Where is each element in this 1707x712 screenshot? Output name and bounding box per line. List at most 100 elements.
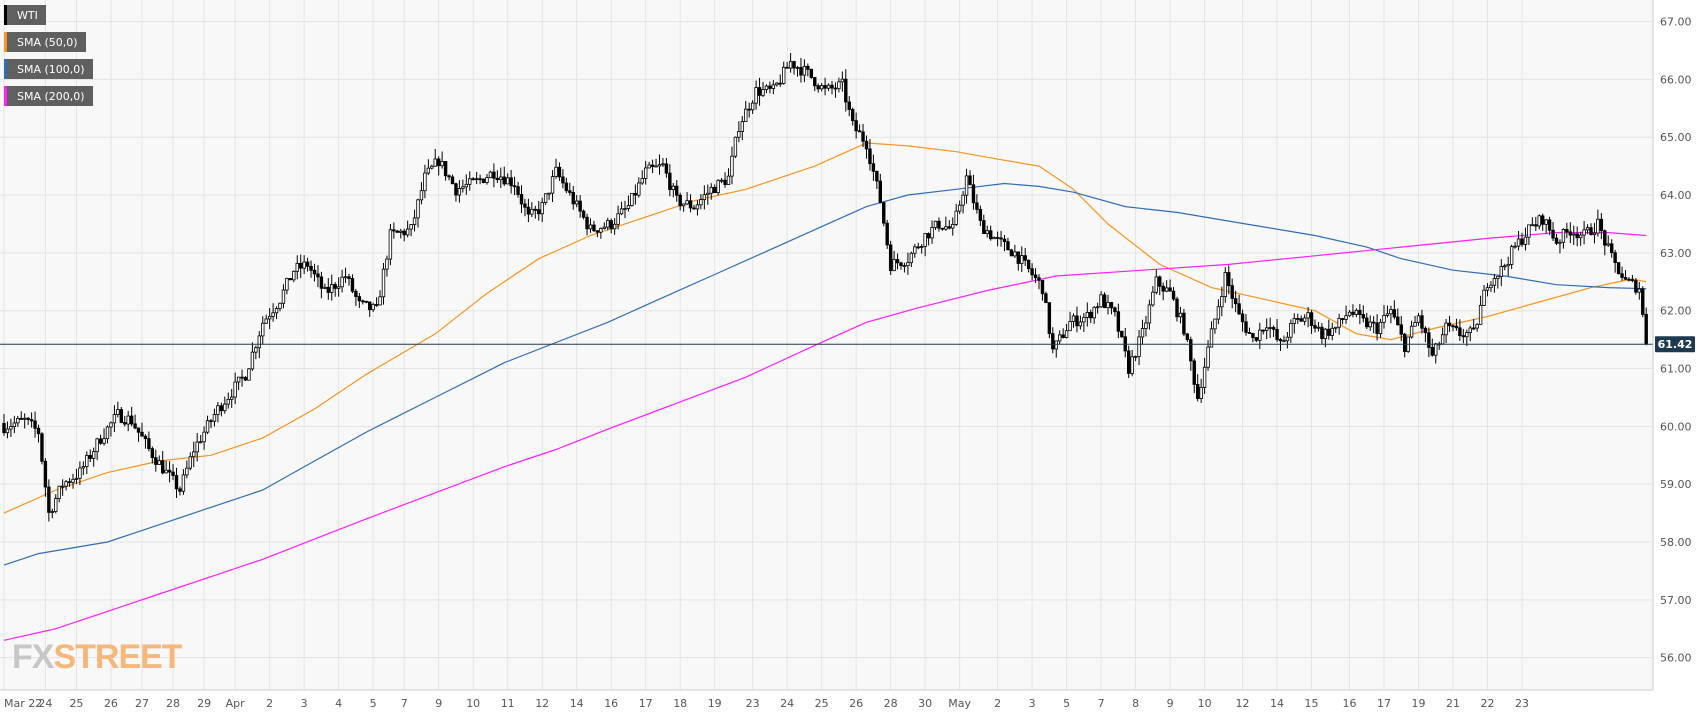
candle xyxy=(492,163,496,188)
legend-label-wti: WTI xyxy=(17,8,38,22)
candle-body xyxy=(323,286,327,289)
candle xyxy=(285,277,289,295)
y-tick-label: 61.00 xyxy=(1660,363,1692,376)
candle xyxy=(1151,286,1155,307)
candle xyxy=(961,190,965,214)
candle-body xyxy=(326,286,330,293)
candle-body xyxy=(740,121,744,132)
candle-body xyxy=(830,84,834,89)
candle-body xyxy=(595,230,600,233)
candle xyxy=(133,414,137,430)
candle xyxy=(571,186,575,210)
candle xyxy=(1416,312,1421,326)
candle-body xyxy=(1623,276,1628,280)
candle-body xyxy=(1044,293,1048,304)
candle-body xyxy=(1544,219,1548,225)
candle xyxy=(1465,329,1469,347)
x-tick-label: 2 xyxy=(266,697,273,710)
candle-body xyxy=(568,190,572,193)
candle-body xyxy=(1368,321,1372,328)
candle xyxy=(19,411,23,420)
candle-body xyxy=(436,158,441,167)
candle-body xyxy=(1334,326,1338,329)
candle xyxy=(1240,309,1245,332)
candle-body xyxy=(457,188,462,196)
candle-body xyxy=(978,208,983,221)
candle-body xyxy=(1109,302,1114,309)
candle xyxy=(1371,316,1376,334)
candle xyxy=(488,170,493,179)
candle xyxy=(423,164,427,199)
candle xyxy=(471,176,475,181)
candle-body xyxy=(640,178,644,184)
candle xyxy=(754,80,758,110)
candle xyxy=(1485,283,1490,297)
x-tick-label: 11 xyxy=(501,697,515,710)
candle-body xyxy=(702,194,707,201)
x-tick-label: 8 xyxy=(1132,697,1139,710)
candle-body xyxy=(1606,243,1610,246)
candle-body xyxy=(1147,304,1152,324)
candle-body xyxy=(71,478,75,483)
candle xyxy=(95,437,99,461)
candle xyxy=(533,205,537,219)
candle-body xyxy=(267,316,272,320)
candle-body xyxy=(1523,236,1528,245)
candle xyxy=(585,213,589,236)
candle-body xyxy=(1258,329,1262,341)
candle xyxy=(861,123,865,148)
candle xyxy=(1023,247,1027,266)
candle-body xyxy=(1434,343,1438,356)
candle xyxy=(67,477,72,487)
candle xyxy=(29,412,34,428)
candle xyxy=(733,136,738,159)
candle-body xyxy=(985,230,989,235)
legend-item-wti[interactable]: WTI xyxy=(4,5,46,25)
candle xyxy=(47,479,51,522)
legend-item-sma-200[interactable]: SMA (200,0) xyxy=(4,86,93,106)
legend-item-sma-50[interactable]: SMA (50,0) xyxy=(4,32,86,52)
candle xyxy=(74,468,79,485)
candle xyxy=(1116,303,1121,339)
candle xyxy=(1603,229,1607,256)
candle xyxy=(806,63,810,77)
candle xyxy=(654,158,658,168)
candle xyxy=(606,217,610,231)
candle-body xyxy=(816,85,820,90)
candle-body xyxy=(1396,316,1400,326)
candle xyxy=(367,301,372,317)
candle xyxy=(1178,306,1183,324)
candle-body xyxy=(1465,332,1469,338)
candle-body xyxy=(1389,309,1393,315)
sma-line xyxy=(3,232,1647,641)
candle xyxy=(1102,292,1107,309)
legend-item-sma-100[interactable]: SMA (100,0) xyxy=(4,59,93,79)
candle xyxy=(1213,318,1217,334)
candle xyxy=(540,197,544,223)
logo-part-fx: FX xyxy=(12,638,54,676)
candle-body xyxy=(606,220,610,228)
candle xyxy=(464,174,468,195)
candle-body xyxy=(1092,306,1096,319)
candle xyxy=(1516,231,1521,251)
candle-body xyxy=(1202,366,1207,388)
candle-body xyxy=(412,217,417,225)
candle-body xyxy=(861,131,865,142)
candle-body xyxy=(1051,333,1055,350)
candle-body xyxy=(1285,336,1290,342)
candle xyxy=(1403,332,1407,358)
candle xyxy=(198,435,203,444)
candle xyxy=(1185,332,1190,343)
candle-body xyxy=(744,108,748,122)
legend-swatch-sma-200 xyxy=(4,86,7,106)
candle-body xyxy=(1603,230,1607,246)
candle-body xyxy=(1120,330,1124,338)
candle xyxy=(599,227,603,239)
candle-body xyxy=(533,208,537,211)
candle xyxy=(989,225,993,241)
candle-body xyxy=(1509,246,1514,265)
candle-body xyxy=(367,301,372,311)
candle-body xyxy=(333,284,337,289)
candle-body xyxy=(944,226,948,230)
